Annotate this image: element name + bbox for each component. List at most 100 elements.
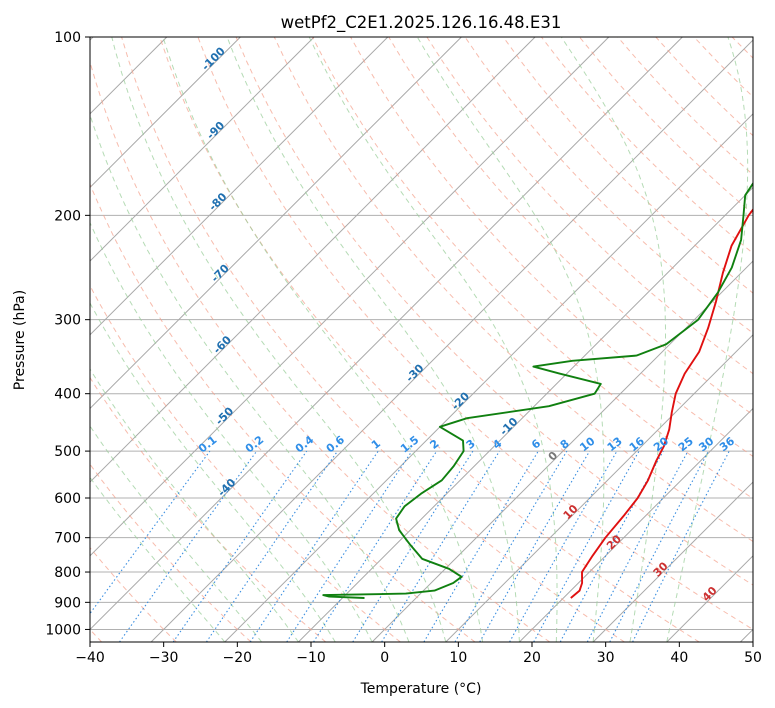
isotherm-line	[740, 628, 753, 642]
moist-adiabat-line	[90, 221, 373, 642]
x-tick-label: −20	[223, 650, 253, 666]
isotherm-label: -50	[213, 404, 236, 427]
y-tick-label: 900	[54, 595, 81, 611]
x-tick-label: −40	[75, 650, 105, 666]
isotherm-label: -40	[215, 476, 238, 499]
y-tick-label: 800	[54, 565, 81, 581]
x-tick-label: −10	[296, 650, 326, 666]
isotherm-line	[90, 37, 683, 631]
isotherm-label: -70	[209, 261, 232, 284]
y-tick-label: 200	[54, 208, 81, 224]
axis-ticks: −40 −30 −20 −10 0 10 20 30 40 5010020030040050060…	[45, 30, 762, 666]
y-axis-label: Pressure (hPa)	[12, 290, 28, 390]
mixing-ratio-label: 0.4	[293, 433, 317, 455]
moist-adiabat-line	[111, 37, 447, 642]
mixing-ratio-line	[352, 450, 474, 642]
dry-adiabat-line	[617, 37, 753, 176]
plot-frame	[89, 36, 754, 643]
isotherm-line	[90, 37, 389, 336]
dry-adiabat-line	[541, 37, 753, 254]
isotherm-label: -30	[403, 361, 426, 384]
mixing-ratio-label: 0.6	[324, 433, 348, 455]
dry-adiabat-line	[197, 37, 753, 630]
moist-adiabat-line	[308, 37, 558, 642]
isotherm-label: -90	[204, 119, 227, 142]
dry-adiabat-line	[90, 60, 551, 642]
isotherm-line	[90, 37, 462, 410]
moist-adiabat-line	[90, 301, 336, 642]
chart-title: wetPf2_C2E1.2025.126.16.48.E31	[281, 13, 562, 33]
mixing-ratio-line	[454, 450, 568, 642]
background-grid	[90, 37, 775, 642]
dry-adiabat-line	[770, 37, 775, 642]
isotherm-label: -60	[211, 333, 234, 356]
x-tick-label: 50	[744, 650, 762, 666]
mixing-ratio-line	[559, 450, 664, 642]
isotherm-label: -80	[206, 190, 229, 213]
dry-adiabat-line	[121, 37, 625, 642]
mixing-ratio-label: 0.2	[243, 433, 266, 455]
x-tick-label: 40	[670, 650, 688, 666]
isotherm-line	[90, 37, 241, 189]
x-tick-label: −30	[149, 650, 179, 666]
mixing-ratio-label: 1.5	[398, 433, 421, 455]
mixing-ratio-line	[313, 450, 438, 642]
dry-adiabat-line	[90, 182, 476, 642]
mixing-ratio-label: 6	[529, 437, 543, 452]
isotherm-label: 40	[700, 584, 720, 604]
y-tick-label: 500	[54, 444, 81, 460]
moist-adiabat-line	[90, 113, 410, 642]
isotherm-label: -100	[199, 44, 228, 73]
mixing-ratio-line	[509, 450, 618, 642]
mixing-ratio-line	[249, 450, 379, 642]
y-tick-label: 100	[54, 30, 81, 46]
x-axis-label: Temperature (°C)	[360, 681, 482, 697]
y-tick-label: 700	[54, 531, 81, 547]
moist-adiabat-line	[560, 37, 666, 642]
isotherm-line	[224, 113, 753, 642]
isotherm-line	[90, 37, 536, 483]
dry-adiabat-line	[159, 37, 700, 642]
x-tick-label: 30	[597, 650, 615, 666]
dry-adiabat-line	[235, 37, 753, 586]
isotherm-label: -10	[497, 415, 520, 438]
isotherm-line	[90, 37, 315, 262]
moist-adiabat-line	[90, 368, 299, 642]
moist-adiabat-line	[90, 425, 262, 642]
mixing-ratio-line	[172, 450, 308, 642]
moist-adiabat-line	[416, 37, 605, 642]
x-tick-label: 0	[380, 650, 389, 666]
mixing-ratio-label: 0.1	[196, 433, 219, 455]
isotherm-label: 30	[651, 559, 671, 579]
isotherm-label: -20	[449, 389, 472, 412]
dry-adiabat-line	[273, 37, 753, 543]
mixing-ratio-label: 3	[464, 437, 478, 452]
isotherm-line	[445, 334, 753, 642]
dry-adiabat-line	[388, 37, 753, 416]
mixing-ratio-line	[119, 450, 258, 642]
isotherm-line	[371, 260, 753, 642]
mixing-ratio-line	[205, 450, 338, 642]
mixing-ratio-label: 2	[428, 437, 442, 452]
dry-adiabat-line	[90, 546, 177, 642]
dry-adiabat-line	[464, 37, 753, 334]
mixing-ratio-line	[533, 450, 640, 642]
isotherm-line	[666, 555, 753, 642]
x-tick-label: 20	[523, 650, 541, 666]
dry-adiabat-line	[90, 376, 327, 642]
y-tick-label: 300	[54, 313, 81, 329]
dry-adiabat-line	[311, 37, 753, 500]
mixing-ratio-line	[286, 450, 413, 642]
dry-adiabat-line	[350, 37, 753, 458]
mixing-ratio-line	[381, 450, 500, 642]
y-tick-label: 1000	[45, 622, 81, 638]
data-lines	[322, 181, 753, 599]
isotherm-line	[519, 407, 753, 642]
dry-adiabat-line	[90, 463, 252, 642]
x-tick-label: 10	[449, 650, 467, 666]
moist-adiabat-line	[90, 476, 226, 642]
dry-adiabat-line	[502, 37, 753, 294]
isotherm-line	[150, 39, 753, 642]
dry-adiabat-line	[90, 284, 401, 642]
